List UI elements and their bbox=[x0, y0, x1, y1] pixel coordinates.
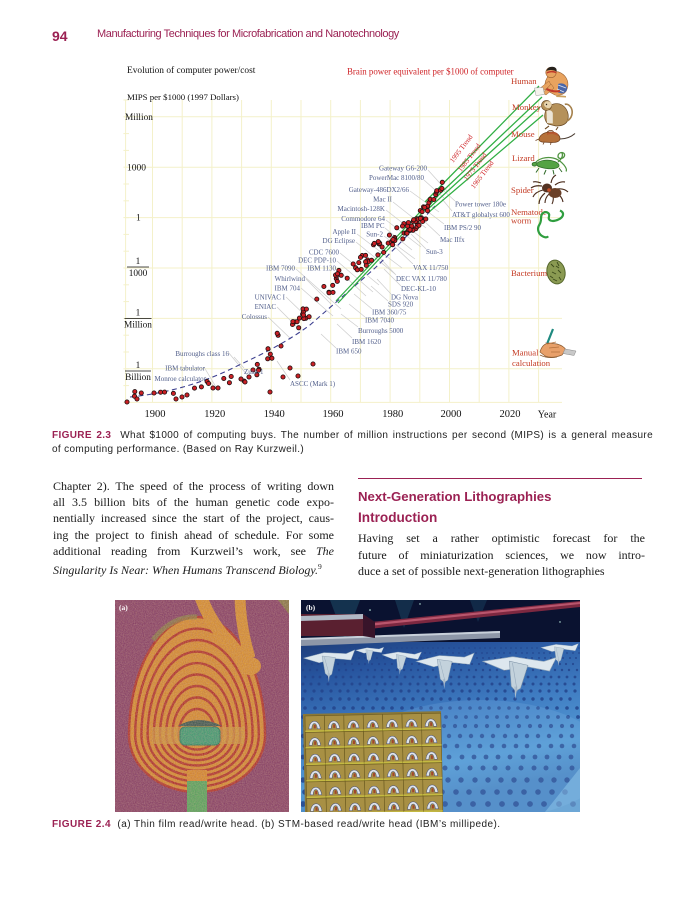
svg-text:IBM 650: IBM 650 bbox=[336, 348, 362, 356]
svg-text:(a): (a) bbox=[119, 603, 128, 612]
svg-text:DEC-KL-10: DEC-KL-10 bbox=[401, 285, 436, 293]
svg-text:Sun-2: Sun-2 bbox=[366, 231, 383, 239]
svg-text:1000: 1000 bbox=[129, 269, 148, 279]
svg-text:Mac IIfx: Mac IIfx bbox=[440, 236, 465, 244]
svg-text:IBM 7040: IBM 7040 bbox=[365, 317, 394, 325]
svg-text:Million: Million bbox=[125, 113, 153, 123]
svg-text:Commodore 64: Commodore 64 bbox=[341, 215, 385, 223]
svg-text:(b): (b) bbox=[306, 603, 316, 612]
svg-text:1980: 1980 bbox=[382, 409, 403, 420]
svg-text:IBM 360/75: IBM 360/75 bbox=[372, 309, 407, 317]
svg-text:ENIAC: ENIAC bbox=[255, 303, 277, 311]
svg-text:Nematode: Nematode bbox=[511, 207, 547, 217]
svg-text:Evolution of computer power/co: Evolution of computer power/cost bbox=[127, 65, 256, 76]
svg-text:Power tower 180e: Power tower 180e bbox=[455, 201, 506, 209]
svg-text:VAX 11/750: VAX 11/750 bbox=[413, 264, 449, 272]
svg-text:Year: Year bbox=[538, 410, 557, 421]
svg-text:Mac II: Mac II bbox=[373, 196, 393, 204]
svg-text:Million: Million bbox=[124, 321, 152, 331]
svg-text:IBM 1130: IBM 1130 bbox=[307, 265, 336, 273]
svg-text:IBM 1620: IBM 1620 bbox=[352, 338, 381, 346]
svg-text:SDS 920: SDS 920 bbox=[388, 301, 414, 309]
svg-text:1960: 1960 bbox=[323, 409, 344, 420]
svg-text:ASCC (Mark 1): ASCC (Mark 1) bbox=[290, 380, 336, 388]
svg-text:DEC PDP-10: DEC PDP-10 bbox=[298, 257, 336, 265]
svg-text:1940: 1940 bbox=[264, 409, 285, 420]
svg-text:Burroughs class 16: Burroughs class 16 bbox=[175, 350, 229, 358]
svg-text:DG Nova: DG Nova bbox=[391, 294, 419, 302]
svg-text:calculation: calculation bbox=[512, 358, 551, 368]
svg-text:IBM 704: IBM 704 bbox=[275, 285, 301, 293]
svg-text:IBM PC: IBM PC bbox=[361, 222, 385, 230]
svg-text:Bacterium: Bacterium bbox=[511, 268, 547, 278]
svg-text:DEC VAX 11/780: DEC VAX 11/780 bbox=[396, 275, 447, 283]
svg-text:Lizard: Lizard bbox=[512, 153, 535, 163]
svg-text:1: 1 bbox=[136, 214, 141, 224]
svg-text:IBM 7090: IBM 7090 bbox=[266, 265, 295, 273]
svg-text:Burroughs 5000: Burroughs 5000 bbox=[358, 327, 404, 335]
svg-text:2000: 2000 bbox=[441, 409, 462, 420]
svg-text:Manual: Manual bbox=[512, 348, 539, 358]
svg-text:1000: 1000 bbox=[127, 164, 146, 174]
svg-text:IBM tabulator: IBM tabulator bbox=[165, 365, 206, 373]
svg-text:Human: Human bbox=[511, 76, 537, 86]
svg-text:Monkey: Monkey bbox=[512, 102, 542, 112]
svg-text:Sun-3: Sun-3 bbox=[426, 248, 443, 256]
svg-text:2020: 2020 bbox=[500, 409, 521, 420]
svg-text:Whirlwind: Whirlwind bbox=[275, 275, 306, 283]
svg-text:UNIVAC I: UNIVAC I bbox=[255, 294, 286, 302]
svg-text:DG Eclipse: DG Eclipse bbox=[323, 237, 355, 245]
svg-text:Brain power equivalent per $10: Brain power equivalent per $1000 of comp… bbox=[347, 67, 514, 77]
svg-text:Mouse: Mouse bbox=[511, 129, 535, 139]
svg-text:1: 1 bbox=[136, 257, 141, 267]
svg-text:Apple II: Apple II bbox=[332, 228, 356, 236]
svg-text:Zuse-1: Zuse-1 bbox=[244, 368, 264, 376]
svg-text:Gateway-486DX2/66: Gateway-486DX2/66 bbox=[349, 186, 410, 194]
svg-text:MIPS per $1000 (1997 Dollars): MIPS per $1000 (1997 Dollars) bbox=[127, 92, 239, 102]
svg-text:worm: worm bbox=[511, 216, 532, 226]
svg-text:Monroe calculator: Monroe calculator bbox=[154, 375, 206, 383]
svg-text:Macintosh-128K: Macintosh-128K bbox=[338, 205, 385, 213]
svg-text:1: 1 bbox=[136, 309, 141, 319]
svg-text:CDC 7600: CDC 7600 bbox=[309, 249, 340, 257]
svg-text:AT&T globalyst 600: AT&T globalyst 600 bbox=[452, 211, 510, 219]
svg-text:IBM PS/2 90: IBM PS/2 90 bbox=[444, 224, 481, 232]
svg-text:1900: 1900 bbox=[145, 409, 166, 420]
svg-text:Billion: Billion bbox=[125, 373, 151, 383]
svg-text:Spider: Spider bbox=[511, 185, 534, 195]
svg-text:Colossus: Colossus bbox=[242, 313, 268, 321]
svg-text:1: 1 bbox=[136, 361, 141, 371]
svg-text:PowerMac 8100/80: PowerMac 8100/80 bbox=[369, 174, 425, 182]
svg-text:Gateway G6-200: Gateway G6-200 bbox=[379, 164, 428, 172]
svg-text:1920: 1920 bbox=[204, 409, 225, 420]
